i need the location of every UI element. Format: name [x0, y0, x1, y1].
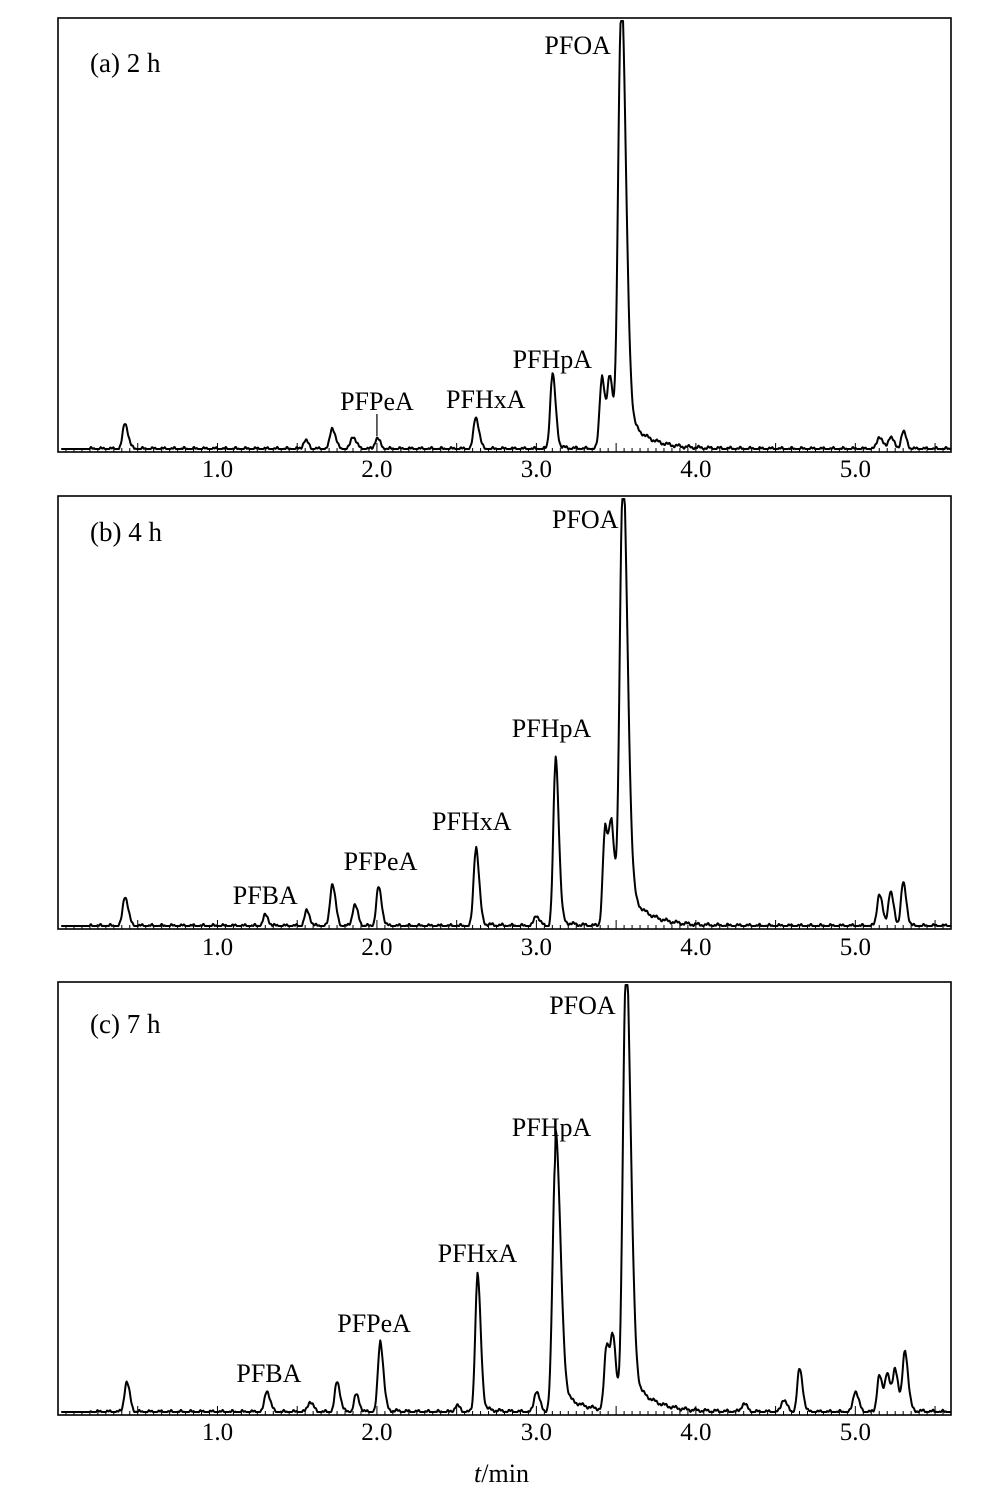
panel-label: (c) 7 h: [90, 1009, 161, 1039]
x-axis-title: t/min: [474, 1459, 529, 1488]
peak-label-pfoa: PFOA: [552, 505, 619, 534]
peak-label-pfhpa: PFHpA: [513, 345, 593, 374]
x-tick-label: 4.0: [680, 934, 711, 961]
peak-label-pfpea: PFPeA: [340, 387, 414, 416]
x-tick-label: 3.0: [521, 456, 552, 483]
x-tick-label: 1.0: [202, 1419, 233, 1446]
peak-label-pfhxa: PFHxA: [432, 807, 512, 836]
x-tick-label: 1.0: [202, 456, 233, 483]
peak-label-pfhpa: PFHpA: [512, 714, 592, 743]
peak-point: [124, 895, 126, 897]
chart-panel-3: 1.0 2.0 3.0 4.0 5.0 (c) 7 h PFOA PFHpA PFHxA PFPe…: [57, 981, 952, 1488]
peak-label-pfoa: PFOA: [544, 31, 611, 60]
x-tick-label: 5.0: [840, 934, 871, 961]
peak-label-pfpea: PFPeA: [344, 847, 418, 876]
plot-frame: [57, 495, 952, 930]
peak-label-pfhxa: PFHxA: [446, 385, 526, 414]
peak-label-pfba: PFBA: [233, 881, 298, 910]
peak-label-pfba: PFBA: [236, 1359, 301, 1388]
chromatogram-trace: [60, 20, 952, 450]
panel-label: (b) 4 h: [90, 517, 162, 547]
panel-label: (a) 2 h: [90, 48, 161, 78]
x-tick-label: 1.0: [202, 934, 233, 961]
peak-label-pfhpa: PFHpA: [512, 1113, 592, 1142]
x-tick-label: 2.0: [361, 456, 392, 483]
chart-panel-2: 1.0 2.0 3.0 4.0 5.0 (b) 4 h PFOA PFHpA PFHxA PFPe…: [57, 495, 952, 961]
x-tick-label: 2.0: [361, 1419, 392, 1446]
peak-label-pfoa: PFOA: [549, 991, 616, 1020]
x-tick-label: 5.0: [840, 1419, 871, 1446]
plot-frame: [57, 981, 952, 1416]
x-tick-label: 5.0: [840, 456, 871, 483]
chromatogram-trace: [60, 498, 952, 927]
peak-label-pfhxa: PFHxA: [438, 1239, 518, 1268]
x-tick-label: 4.0: [680, 456, 711, 483]
x-tick-label: 4.0: [680, 1419, 711, 1446]
chromatogram-trace: [60, 984, 952, 1413]
x-tick-label: 3.0: [521, 934, 552, 961]
chart-panel-1: 1.0 2.0 3.0 4.0 5.0 (a) 2 h PFOA PFHpA PFPeA PFHx…: [57, 17, 952, 483]
x-tick-label: 2.0: [361, 934, 392, 961]
x-tick-label: 3.0: [521, 1419, 552, 1446]
peak-label-pfpea: PFPeA: [337, 1309, 411, 1338]
peak-point: [612, 1347, 614, 1349]
